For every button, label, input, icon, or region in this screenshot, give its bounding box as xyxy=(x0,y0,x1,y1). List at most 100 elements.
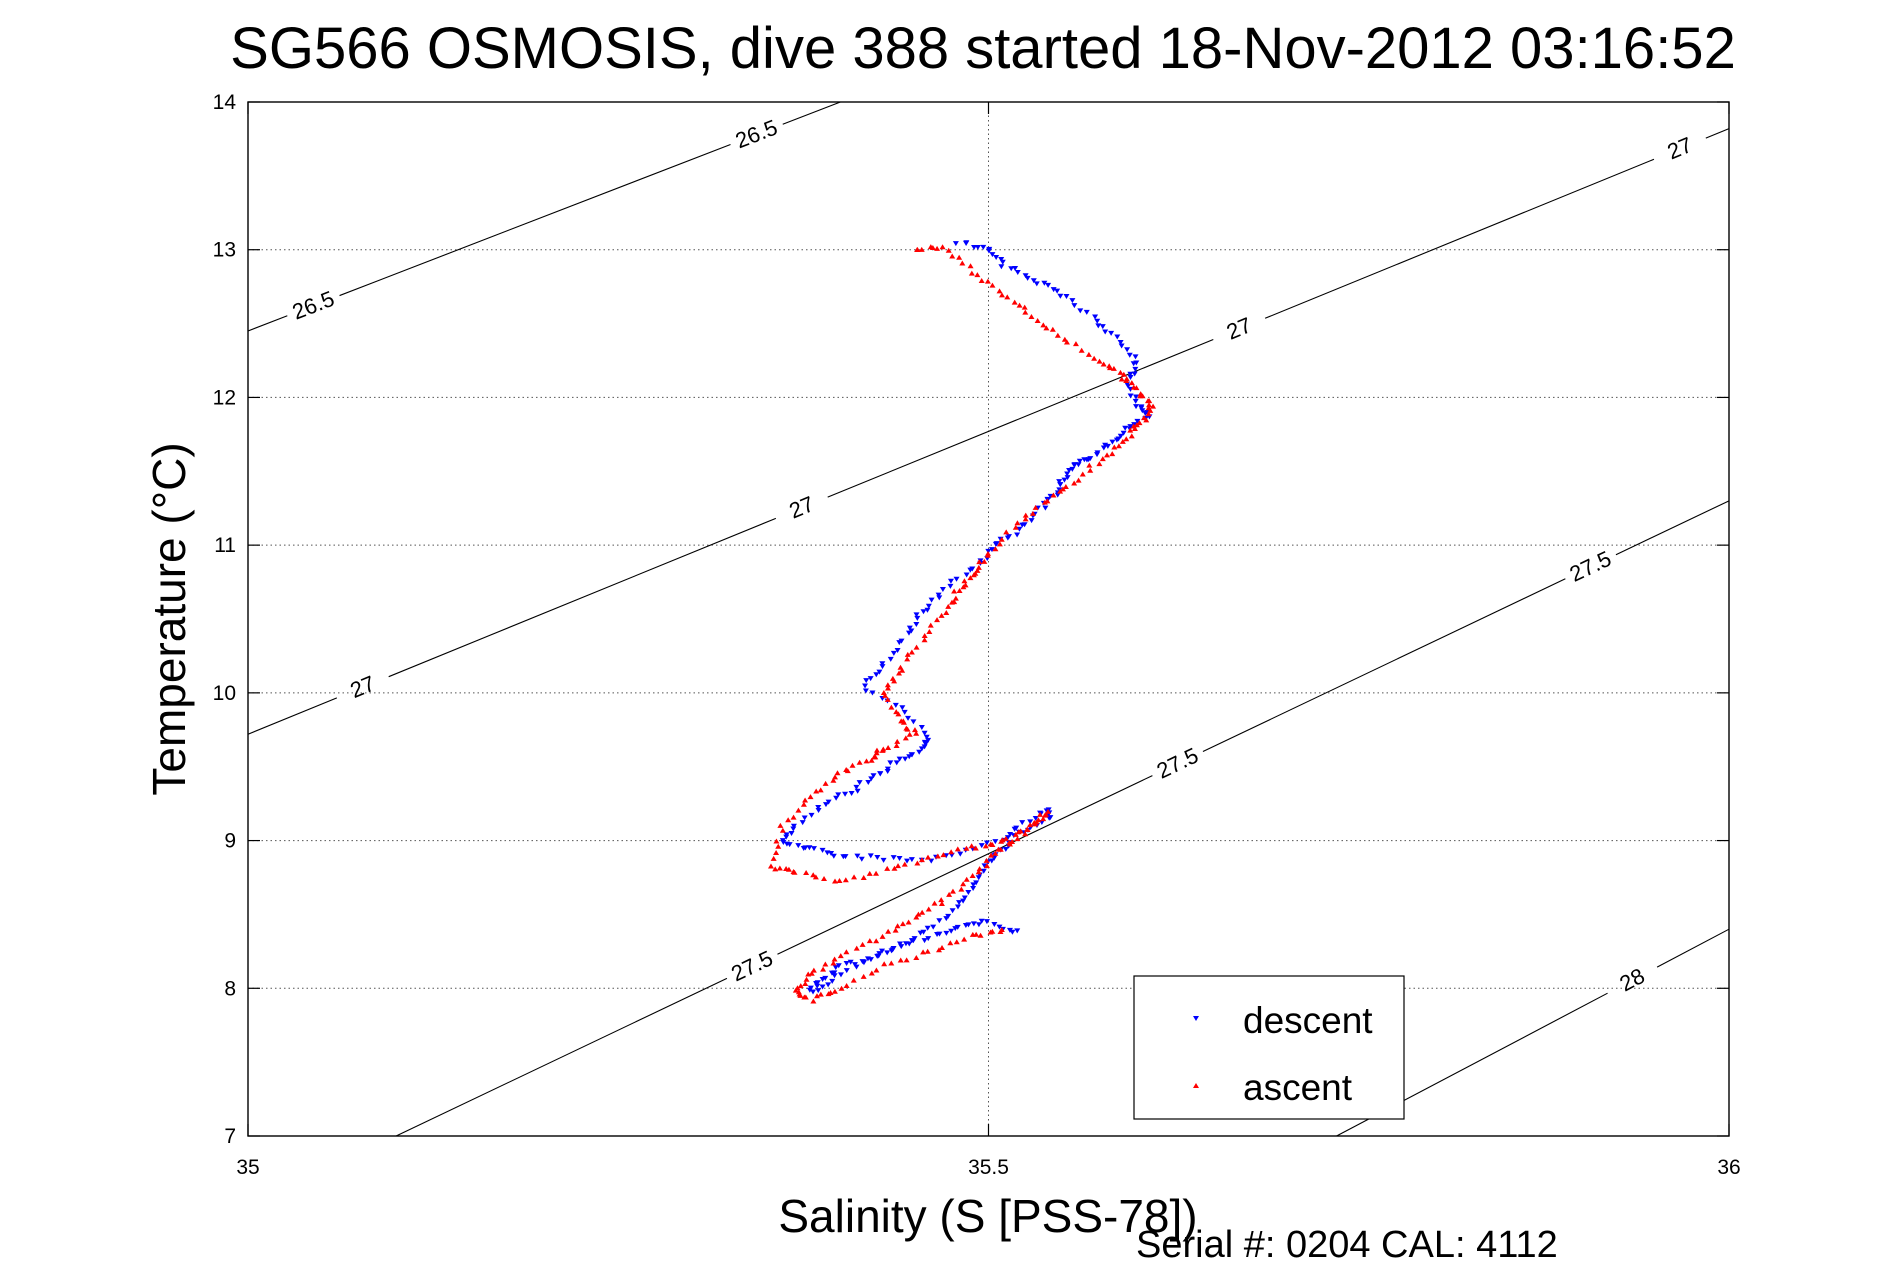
ascent-point xyxy=(1128,433,1135,439)
descent-point xyxy=(1054,492,1061,498)
ascent-point xyxy=(792,987,799,993)
ascent-point xyxy=(1099,456,1106,462)
ascent-point xyxy=(810,872,817,878)
ascent-point xyxy=(1110,365,1117,371)
descent-point xyxy=(953,576,960,582)
descent-point xyxy=(909,752,916,758)
ascent-point xyxy=(1120,371,1127,377)
descent-point xyxy=(1131,371,1138,377)
x-axis-label: Salinity (S [PSS-78]) xyxy=(778,1190,1197,1242)
descent-point xyxy=(1019,820,1026,826)
descent-point xyxy=(992,839,999,845)
descent-point xyxy=(876,669,883,675)
ascent-point xyxy=(949,253,956,259)
ascent-point xyxy=(1109,451,1116,457)
ascent-point xyxy=(976,866,983,872)
descent-point xyxy=(947,578,954,584)
contour-line xyxy=(1705,128,1730,139)
ascent-point xyxy=(953,939,960,945)
descent-point xyxy=(970,921,977,927)
y-tick-label: 11 xyxy=(214,534,236,557)
ascent-point xyxy=(1027,822,1034,828)
ascent-point xyxy=(989,842,996,848)
ascent-point xyxy=(892,927,899,933)
descent-point xyxy=(1071,462,1078,468)
descent-point xyxy=(806,987,813,993)
descent-point xyxy=(1114,334,1121,340)
descent-point xyxy=(829,978,836,984)
descent-point xyxy=(965,890,972,896)
ascent-point xyxy=(810,998,817,1004)
descent-point xyxy=(1045,807,1052,813)
descent-point xyxy=(975,922,982,928)
ascent-point xyxy=(813,993,820,999)
descent-point xyxy=(810,846,817,852)
descent-point xyxy=(1092,314,1099,320)
ascent-point xyxy=(843,949,850,955)
ascent-point xyxy=(921,637,928,643)
descent-point xyxy=(897,941,904,947)
ascent-point xyxy=(821,875,828,881)
ascent-point xyxy=(954,846,961,852)
descent-point xyxy=(1054,288,1061,294)
descent-point xyxy=(910,719,917,725)
ascent-point xyxy=(1028,314,1035,320)
descent-point xyxy=(874,953,881,959)
descent-point xyxy=(1095,323,1102,329)
descent-point xyxy=(948,928,955,934)
descent-point xyxy=(1077,308,1084,314)
contour-line xyxy=(1202,578,1566,753)
ascent-point xyxy=(805,971,812,977)
ascent-point xyxy=(1078,347,1085,353)
ascent-point xyxy=(802,980,809,986)
ascent-point xyxy=(873,750,880,756)
descent-point xyxy=(808,812,815,818)
ascent-point xyxy=(920,949,927,955)
descent-point xyxy=(856,780,863,786)
contour-line xyxy=(247,315,288,332)
ascent-point xyxy=(772,866,779,872)
ascent-point xyxy=(1115,443,1122,449)
ascent-point xyxy=(1091,355,1098,361)
legend-box xyxy=(1133,975,1405,1120)
ascent-point xyxy=(936,947,943,953)
descent-point xyxy=(837,972,844,978)
ascent-point xyxy=(992,546,999,552)
descent-point xyxy=(988,547,995,553)
descent-point xyxy=(991,921,998,927)
contour-line xyxy=(247,697,338,735)
descent-point xyxy=(879,661,886,667)
ascent-point xyxy=(943,609,950,615)
descent-point xyxy=(1056,487,1063,493)
descent-point xyxy=(833,795,840,801)
ascent-point xyxy=(988,852,995,858)
descent-point xyxy=(925,603,932,609)
descent-point xyxy=(1138,404,1145,410)
ascent-point xyxy=(885,744,892,750)
ascent-point xyxy=(960,881,967,887)
ascent-point xyxy=(952,595,959,601)
descent-point xyxy=(1102,329,1109,335)
ascent-point xyxy=(960,584,967,590)
ascent-point xyxy=(895,863,902,869)
ascent-point xyxy=(831,988,838,994)
descent-point xyxy=(922,741,929,747)
ascent-point xyxy=(968,843,975,849)
descent-point xyxy=(921,730,928,736)
descent-point xyxy=(876,951,883,957)
ascent-point xyxy=(888,960,895,966)
ascent-point xyxy=(947,940,954,946)
ascent-point xyxy=(934,617,941,623)
legend-marker-ascent xyxy=(1193,1083,1199,1088)
ascent-point xyxy=(934,853,941,859)
ascent-point xyxy=(946,891,953,897)
ascent-point xyxy=(989,282,996,288)
ascent-point xyxy=(777,822,784,828)
descent-point xyxy=(1014,532,1021,538)
ascent-point xyxy=(843,982,850,988)
ascent-point xyxy=(969,872,976,878)
ascent-point xyxy=(940,852,947,858)
descent-point xyxy=(928,597,935,603)
descent-point xyxy=(780,840,787,846)
ascent-point xyxy=(913,955,920,961)
